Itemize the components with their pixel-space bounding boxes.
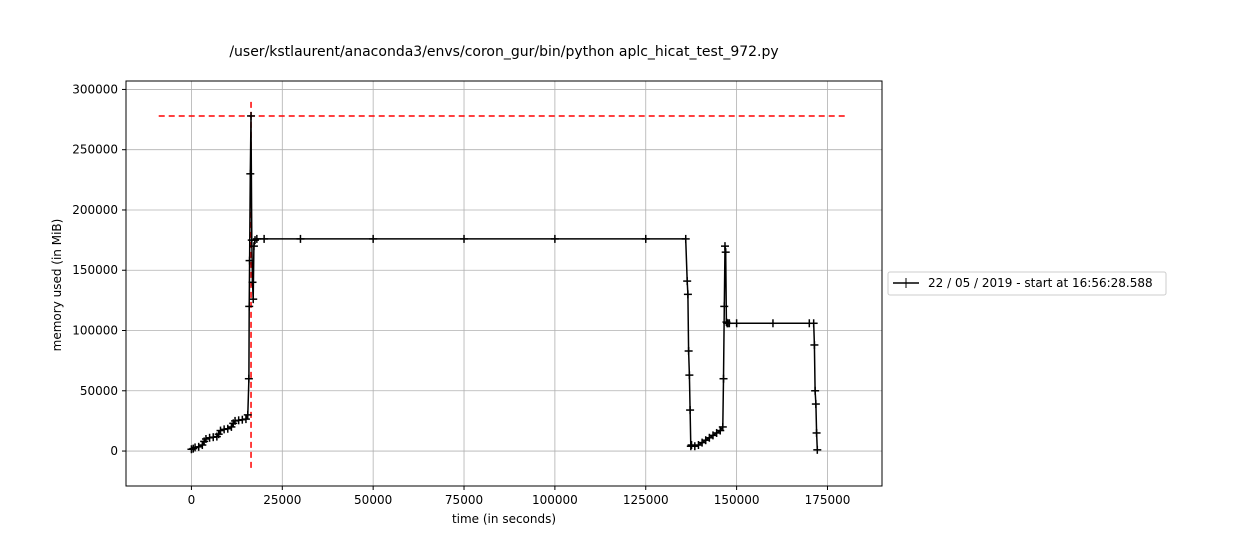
data-point (248, 278, 257, 287)
data-point (296, 234, 305, 243)
legend-label: 22 / 05 / 2019 - start at 16:56:28.588 (928, 276, 1153, 290)
data-point (720, 302, 729, 311)
data-point (550, 234, 559, 243)
chart-title: /user/kstlaurent/anaconda3/envs/coron_gu… (229, 44, 778, 60)
data-point (252, 234, 261, 243)
data-point (812, 428, 821, 437)
data-point (246, 169, 255, 178)
y-tick-label: 100000 (72, 324, 118, 338)
data-point (684, 347, 693, 355)
data-point (690, 442, 699, 451)
data-point (247, 111, 256, 120)
data-point (201, 434, 210, 443)
legend-box (887, 271, 1167, 296)
data-point (223, 424, 232, 433)
data-point (194, 442, 203, 451)
x-tick-label: 175000 (805, 493, 851, 507)
data-point (768, 319, 777, 328)
y-tick-label: 300000 (72, 82, 118, 96)
data-point (241, 415, 250, 424)
data-point (260, 234, 269, 243)
data-point (685, 371, 694, 380)
data-point (681, 234, 690, 243)
data-point (813, 445, 822, 454)
data-point (725, 319, 734, 328)
y-tick-label: 200000 (72, 203, 118, 217)
data-point (227, 422, 236, 431)
data-point (198, 441, 207, 450)
data-point (732, 319, 741, 328)
series-markers (187, 111, 822, 454)
reference-lines (158, 99, 846, 468)
data-point (641, 234, 650, 243)
plot-frame (125, 80, 883, 487)
data-point (251, 236, 260, 245)
data-point (245, 302, 254, 311)
y-tick-label: 250000 (72, 143, 118, 157)
data-point (214, 430, 223, 439)
data-point (683, 290, 692, 299)
y-tick-label: 150000 (72, 263, 118, 277)
x-tick-label: 150000 (714, 493, 760, 507)
plot-area (126, 81, 882, 486)
x-tick-label: 125000 (623, 493, 669, 507)
data-point (718, 422, 727, 431)
data-point (189, 444, 198, 453)
data-point (243, 410, 252, 419)
data-point (249, 295, 258, 304)
y-tick-label: 50000 (80, 384, 118, 398)
series-layer (187, 111, 822, 454)
legend: 22 / 05 / 2019 - start at 16:56:28.588 (887, 271, 1167, 296)
x-tick-label: 50000 (354, 493, 392, 507)
x-tick-label: 75000 (445, 493, 483, 507)
data-point (244, 374, 253, 383)
data-point (683, 277, 692, 286)
x-tick-label: 100000 (532, 493, 578, 507)
data-point (249, 242, 258, 251)
x-tick-label: 25000 (263, 493, 301, 507)
data-point (809, 319, 818, 328)
y-tick-label: 0 (110, 444, 118, 458)
x-axis-ticks: 0 25000 50000 75000 100000 125000 150000 175000 (188, 486, 851, 507)
data-point (811, 386, 820, 395)
x-tick-label: 0 (188, 493, 196, 507)
x-axis-title: time (in seconds) (452, 512, 556, 526)
data-point (811, 400, 820, 409)
data-point (216, 426, 225, 435)
data-point (460, 234, 469, 243)
data-point (245, 256, 254, 265)
data-point (686, 406, 695, 415)
data-point (369, 234, 378, 243)
data-point (719, 374, 728, 383)
data-point (810, 340, 819, 349)
y-axis-ticks: 0 50000 100000 150000 200000 250000 300000 (72, 82, 126, 458)
data-point (721, 248, 730, 257)
grid-lines (126, 81, 882, 486)
y-axis-title: memory used (in MiB) (50, 219, 64, 352)
